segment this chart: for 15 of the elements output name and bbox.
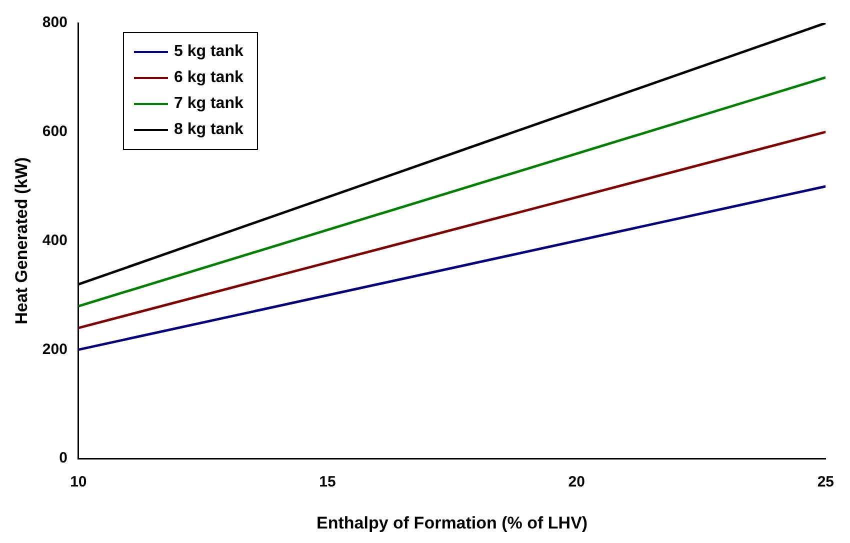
- x-tick-label: 20: [568, 474, 585, 491]
- y-tick-label: 200: [42, 340, 68, 358]
- legend-label: 7 kg tank: [174, 95, 244, 113]
- x-tick-label: 10: [70, 474, 87, 491]
- y-tick-label: 800: [42, 14, 68, 32]
- legend-label: 6 kg tank: [174, 69, 244, 87]
- y-tick-label: 0: [59, 450, 68, 467]
- legend-label: 5 kg tank: [174, 43, 244, 61]
- x-tick-label: 15: [319, 474, 336, 491]
- y-axis-title: Heat Generated (kW): [12, 157, 31, 324]
- x-tick-label: 25: [817, 474, 834, 491]
- x-axis-title: Enthalpy of Formation (% of LHV): [316, 513, 588, 532]
- y-tick-label: 400: [42, 232, 68, 249]
- y-tick-label: 600: [42, 123, 68, 140]
- legend-label: 8 kg tank: [174, 121, 244, 139]
